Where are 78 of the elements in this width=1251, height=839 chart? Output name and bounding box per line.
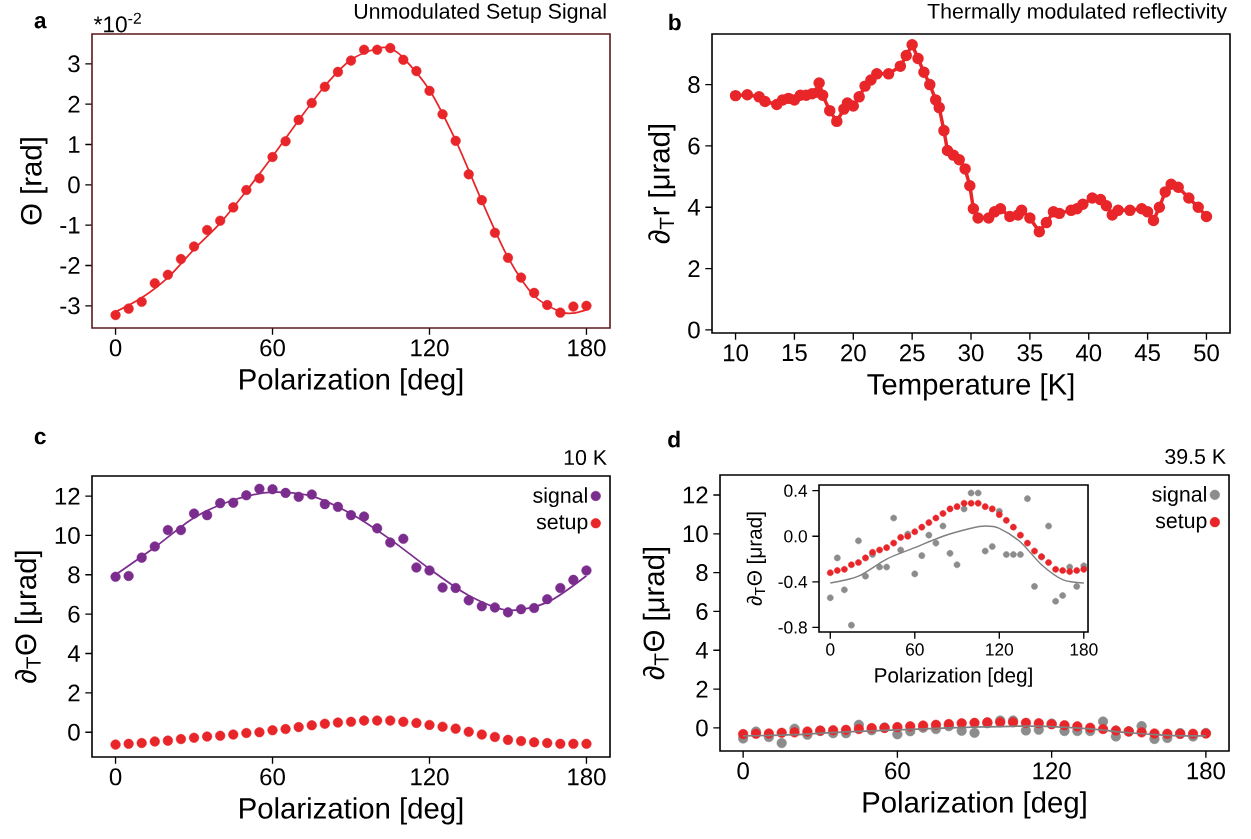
y-tick-label: 8: [696, 564, 708, 582]
y-axis-title: ∂$_{T}$Θ [μrad]: [746, 512, 766, 606]
y-tick-label: 6: [688, 137, 700, 155]
y-tick-label: 4: [695, 642, 708, 659]
x-tick-label: 120: [411, 768, 449, 786]
x-tick-label: 180: [1187, 762, 1225, 780]
x-tick-label: 30: [958, 344, 984, 362]
legend-label: setup: [536, 515, 588, 534]
text: *10$^{-2}$: [93, 12, 141, 33]
y-tick-label: 10: [683, 525, 708, 543]
chart-title: 10 K: [564, 449, 607, 466]
x-tick-label: 15: [782, 344, 807, 362]
y-tick-label: 4: [67, 645, 80, 662]
text: c: [34, 431, 46, 445]
x-tick-label: 25: [900, 344, 925, 362]
text: a: [34, 16, 47, 29]
x-tick-label: 180: [1070, 643, 1098, 656]
y-tick-label: 8: [688, 76, 700, 94]
y-tick-label: 0: [68, 176, 80, 194]
x-tick-label: 35: [1017, 344, 1043, 362]
x-tick-label: 45: [1134, 344, 1160, 362]
text: b: [669, 13, 681, 31]
x-tick-label: 120: [411, 339, 449, 357]
y-tick-label: 0: [688, 321, 700, 339]
x-tick-label: 0: [826, 643, 835, 656]
x-tick-label: 60: [260, 768, 285, 786]
x-tick-label: 60: [885, 762, 910, 780]
y-axis-title: ∂$_{T}$r [μrad]: [648, 125, 676, 244]
x-axis-title: Polarization [deg]: [240, 368, 463, 396]
y-tick-label: 2: [696, 680, 708, 698]
y-tick-label: 0: [68, 723, 80, 741]
y-axis-title: Θ [rad]: [20, 138, 48, 225]
y-axis-title: ∂$_{T}$Θ [μrad]: [14, 551, 43, 683]
y-axis-title: ∂$_{T}$Θ [μrad]: [642, 547, 671, 680]
x-tick-label: 10: [724, 344, 748, 362]
y-tick-label: 0.0: [784, 530, 807, 543]
y-tick-label: 12: [683, 486, 708, 504]
x-tick-label: 60: [260, 339, 285, 357]
y-tick-label: -0.8: [778, 621, 807, 634]
y-tick-label: 4: [687, 198, 700, 216]
x-axis-title: Polarization [deg]: [863, 791, 1086, 819]
x-axis-title: Polarization [deg]: [240, 797, 463, 825]
chart-title: Thermally modulated reflectivity: [927, 3, 1227, 24]
chart-title: 39.5 K: [1165, 448, 1226, 465]
y-tick-label: 12: [55, 487, 80, 505]
y-tick-label: 2: [688, 260, 700, 277]
y-tick-label: 2: [68, 95, 80, 113]
x-tick-label: 120: [1033, 762, 1071, 780]
legend-label: signal: [533, 487, 587, 508]
y-tick-label: 3: [68, 55, 80, 73]
y-tick-label: -3: [60, 297, 80, 315]
x-axis-title: Polarization [deg]: [875, 667, 1032, 687]
legend-label: signal: [1152, 486, 1206, 507]
x-tick-label: 60: [906, 643, 924, 656]
x-tick-label: 120: [986, 643, 1014, 656]
x-axis-title: Temperature [K]: [867, 373, 1074, 401]
y-tick-label: 1: [69, 136, 80, 153]
x-tick-label: 180: [568, 339, 606, 357]
y-tick-label: -1: [60, 216, 80, 234]
text: d: [668, 430, 680, 448]
y-tick-label: -0.4: [778, 575, 808, 588]
x-tick-label: 0: [109, 339, 122, 357]
y-tick-label: 8: [68, 566, 80, 584]
y-tick-label: 2: [68, 684, 80, 702]
x-tick-label: 0: [109, 768, 122, 786]
y-tick-label: -2: [60, 257, 80, 274]
x-tick-label: 20: [841, 344, 866, 362]
x-tick-label: 0: [737, 762, 749, 780]
y-tick-label: 0.4: [784, 484, 808, 497]
x-tick-label: 40: [1075, 344, 1102, 362]
y-tick-label: 10: [55, 526, 80, 544]
x-tick-label: 180: [568, 768, 606, 786]
y-tick-label: 6: [68, 605, 80, 623]
chart-title: Unmodulated Setup Signal: [354, 3, 606, 24]
y-tick-label: 0: [696, 719, 708, 737]
y-tick-label: 6: [696, 602, 708, 620]
legend-label: setup: [1155, 514, 1207, 533]
x-tick-label: 50: [1194, 344, 1219, 362]
